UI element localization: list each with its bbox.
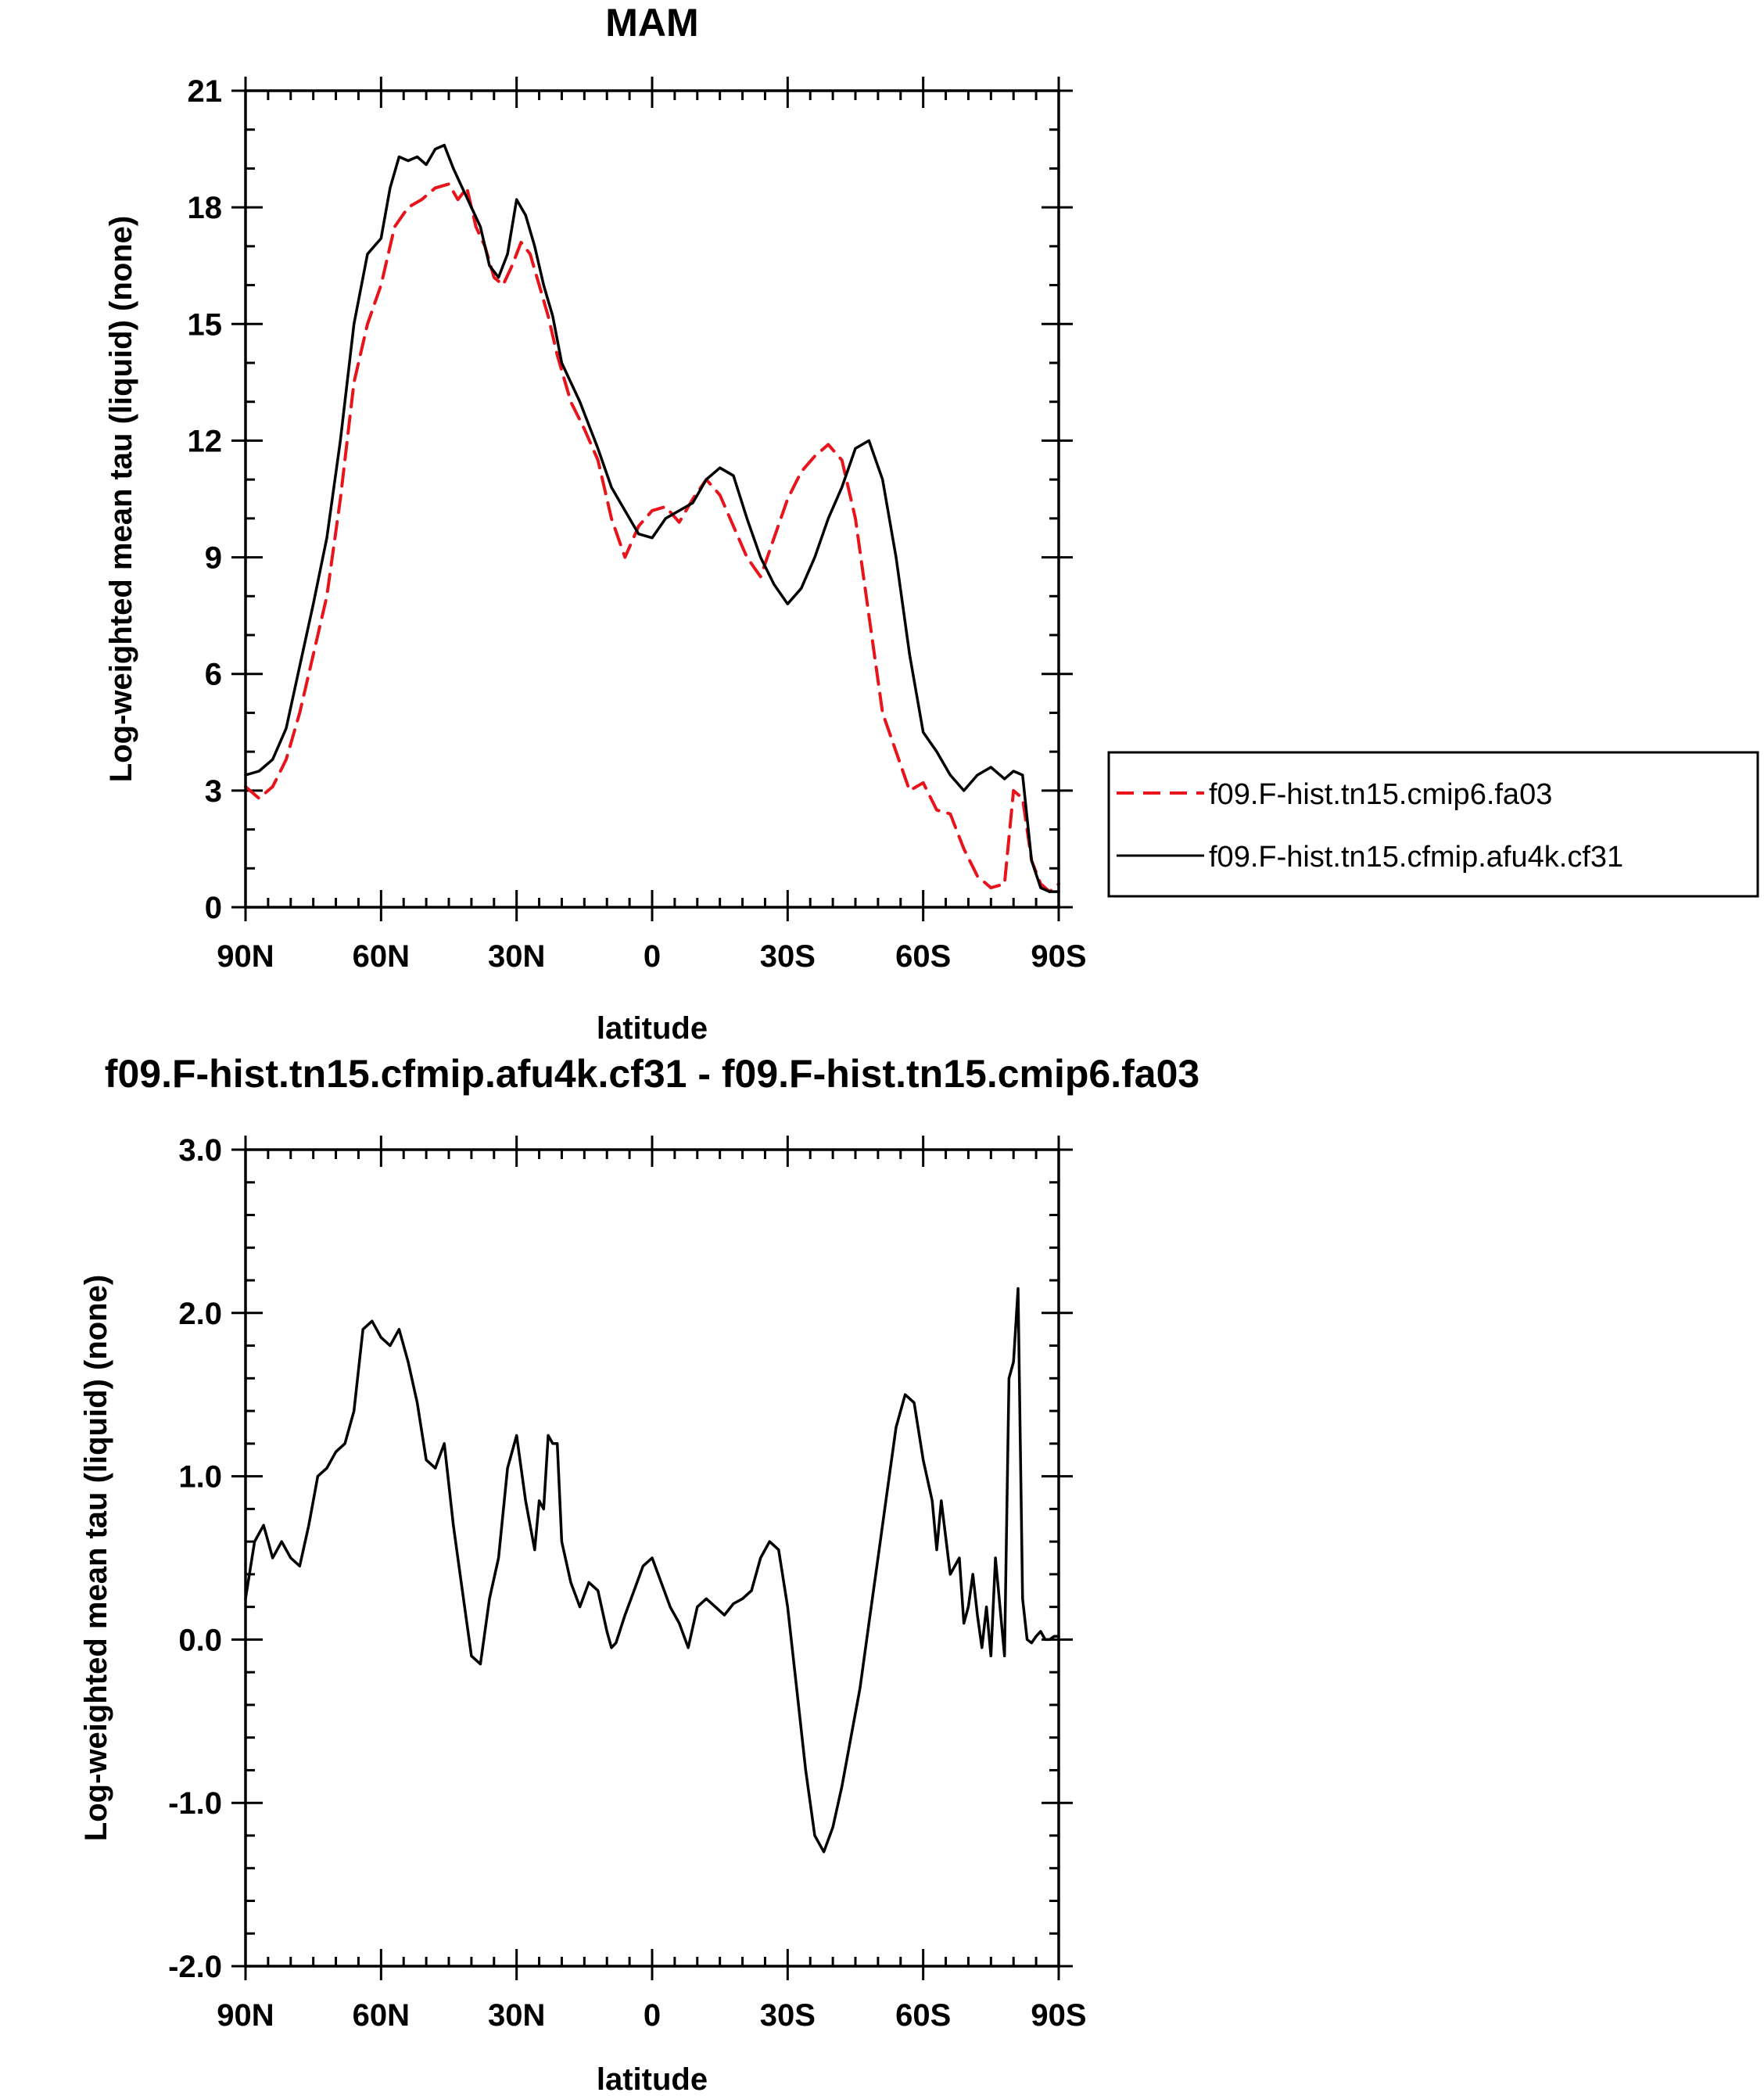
x-tick-label: 30S xyxy=(760,1998,816,2033)
bottom-series-group xyxy=(244,1287,1060,1854)
y-tick-label: -2.0 xyxy=(168,1950,222,1984)
series-line-difference xyxy=(244,1287,1060,1854)
y-tick-label: 2.0 xyxy=(178,1297,222,1331)
bottom-plot-frame xyxy=(244,1148,1060,1968)
x-tick-label: 90S xyxy=(1031,939,1086,974)
y-tick-label: 12 xyxy=(188,424,223,458)
top-chart-title: MAM xyxy=(605,1,698,45)
y-tick-label: 6 xyxy=(205,658,222,692)
y-tick-label: -1.0 xyxy=(168,1786,222,1821)
bottom-axis-ticks xyxy=(231,1136,1073,1980)
x-tick-label: 60S xyxy=(895,1998,951,2033)
legend: f09.F-hist.tn15.cmip6.fa03 f09.F-hist.tn… xyxy=(1107,751,1759,898)
legend-box xyxy=(1107,751,1759,898)
y-tick-label: 9 xyxy=(205,541,222,576)
top-y-axis-title: Log-weighted mean tau (liquid) (none) xyxy=(104,216,138,782)
bottom-tick-labels: 90N 60N 30N 0 30S 60S 90S -2.0 -1.0 0.0 1.0 2.0 3.0 xyxy=(168,1133,1087,2033)
x-tick-label: 90N xyxy=(217,1998,274,2033)
top-chart: MAM 90N 60N 30N 0 30S 60S 90S 0 3 6 9 12 15 18 21 lati… xyxy=(104,1,1759,1046)
bottom-y-axis-title: Log-weighted mean tau (liquid) (none) xyxy=(79,1275,113,1841)
x-tick-label: 90S xyxy=(1031,1998,1086,2033)
top-axis-ticks xyxy=(231,77,1073,921)
x-tick-label: 0 xyxy=(644,1998,661,2033)
bottom-x-axis-title: latitude xyxy=(597,2062,708,2096)
x-tick-label: 60S xyxy=(895,939,951,974)
series-line-f09-f-hist-tn15-cmip6-fa03 xyxy=(244,182,1060,894)
y-tick-label: 3 xyxy=(205,774,222,809)
y-tick-label: 3.0 xyxy=(178,1133,222,1168)
y-tick-label: 0.0 xyxy=(178,1623,222,1657)
series-line-f09-f-hist-tn15-cfmip-afu4k-cf31 xyxy=(244,143,1060,893)
top-tick-labels: 90N 60N 30N 0 30S 60S 90S 0 3 6 9 12 15 18 21 xyxy=(188,74,1087,974)
bottom-chart-title: f09.F-hist.tn15.cfmip.afu4k.cf31 - f09.F… xyxy=(105,1052,1199,1096)
x-tick-label: 0 xyxy=(644,939,661,974)
top-x-axis-title: latitude xyxy=(597,1011,708,1046)
y-tick-label: 1.0 xyxy=(178,1460,222,1495)
legend-label-cmip6: f09.F-hist.tn15.cmip6.fa03 xyxy=(1209,778,1552,811)
y-tick-label: 15 xyxy=(188,307,223,342)
y-tick-label: 18 xyxy=(188,191,223,225)
x-tick-label: 30N xyxy=(488,1998,545,2033)
bottom-chart: f09.F-hist.tn15.cfmip.afu4k.cf31 - f09.F… xyxy=(79,1052,1199,2096)
x-tick-label: 30N xyxy=(488,939,545,974)
top-plot-frame xyxy=(244,89,1060,909)
y-tick-label: 0 xyxy=(205,891,222,925)
y-tick-label: 21 xyxy=(188,74,223,109)
x-tick-label: 30S xyxy=(760,939,816,974)
legend-label-cfmip: f09.F-hist.tn15.cfmip.afu4k.cf31 xyxy=(1209,841,1623,874)
x-tick-label: 60N xyxy=(353,939,410,974)
top-series-group xyxy=(244,143,1060,894)
x-tick-label: 90N xyxy=(217,939,274,974)
x-tick-label: 60N xyxy=(353,1998,410,2033)
